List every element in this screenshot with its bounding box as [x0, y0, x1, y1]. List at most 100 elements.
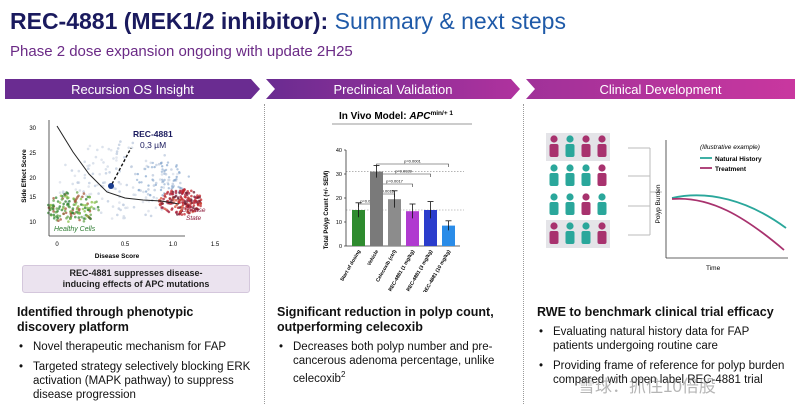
- scatter-point: [119, 182, 122, 186]
- scatter-point: [115, 159, 118, 162]
- scatter-point: [179, 181, 182, 185]
- person-icon: [582, 135, 590, 143]
- scatter-point: [93, 184, 97, 188]
- scatter-point: [52, 197, 55, 200]
- scatter-point: [192, 204, 196, 207]
- scatter-point: [126, 206, 129, 209]
- illustrative-label: (Illustrative example): [700, 144, 760, 151]
- scatter-point: [180, 209, 183, 212]
- scatter-point: [191, 206, 195, 209]
- scatter-point: [74, 188, 78, 191]
- scatter-point: [192, 201, 195, 205]
- page-subtitle: Phase 2 dose expansion ongoing with upda…: [10, 43, 353, 60]
- person-icon: [597, 202, 607, 215]
- scatter-point: [180, 213, 184, 216]
- scatter-point: [155, 163, 158, 167]
- scatter-point: [90, 205, 93, 209]
- scatter-point: [161, 202, 164, 205]
- scatter-point: [69, 217, 72, 220]
- scatter-point: [61, 190, 65, 193]
- phenotypic-scatter-plot: 30 25 20 15 10 0 0.5 1.0 1.5 Disease Sco…: [21, 120, 220, 260]
- person-icon: [566, 164, 574, 172]
- page-title: REC-4881 (MEK1/2 inhibitor): Summary & n…: [10, 8, 566, 35]
- scatter-point: [144, 175, 148, 178]
- scatter-point: [119, 208, 122, 212]
- scatter-point: [104, 172, 108, 175]
- heading-line: discovery platform: [17, 320, 129, 334]
- scatter-point: [147, 165, 150, 169]
- scatter-point: [154, 206, 158, 209]
- scatter-point: [198, 194, 202, 198]
- scatter-point: [134, 172, 137, 176]
- scatter-point: [161, 178, 164, 181]
- y-tick-label: 15: [29, 195, 36, 201]
- bar: [388, 199, 401, 246]
- scatter-point: [85, 203, 88, 207]
- scatter-point: [179, 190, 183, 193]
- scatter-point: [166, 209, 169, 213]
- person-icon: [598, 193, 606, 201]
- scatter-point: [110, 217, 114, 220]
- scatter-point: [172, 185, 175, 189]
- scatter-point: [88, 195, 91, 199]
- person-icon: [581, 202, 591, 215]
- scatter-point: [100, 197, 104, 200]
- section-header-clinical: Clinical Development: [526, 79, 795, 99]
- scatter-point: [63, 193, 66, 196]
- scatter-point: [144, 213, 147, 217]
- heading-line: Identified through phenotypic: [17, 305, 194, 319]
- scatter-point: [68, 200, 71, 203]
- bullet-item: Evaluating natural history data for FAP …: [537, 325, 787, 353]
- scatter-point: [96, 183, 99, 187]
- compound-pointer-line: [111, 147, 132, 185]
- person-icon: [550, 222, 558, 230]
- scatter-point: [151, 174, 155, 177]
- scatter-point: [175, 165, 178, 168]
- callout-line: inducing effects of APC mutations: [62, 279, 210, 289]
- scatter-point: [116, 147, 120, 150]
- treatment-trajectory-line: [56, 125, 180, 205]
- scatter-point: [175, 210, 178, 214]
- section-header-label: Preclinical Validation: [333, 81, 453, 97]
- polyp-count-bar-chart: In Vivo Model: APCmin/+ 1 p=0.006p=0.001…: [324, 110, 472, 292]
- section-heading-polyp: Significant reduction in polyp count, ou…: [277, 305, 494, 335]
- bar-y-tick-label: 0: [339, 244, 342, 250]
- scatter-point: [99, 211, 103, 214]
- scatter-point: [146, 192, 150, 196]
- treatment-curve: [671, 197, 785, 251]
- person-icon: [565, 202, 575, 215]
- scatter-point: [163, 169, 166, 172]
- bar-y-tick-label: 10: [336, 220, 342, 226]
- scatter-point: [160, 173, 164, 176]
- person-icon: [582, 222, 590, 230]
- scatter-point: [51, 208, 55, 211]
- rwe-bullet-list: Evaluating natural history data for FAP …: [537, 325, 787, 393]
- scatter-point: [149, 214, 153, 218]
- scatter-point: [79, 203, 83, 206]
- x-tick-label: 0: [55, 242, 59, 248]
- scatter-point: [74, 210, 78, 214]
- bullet-item: Decreases both polyp number and pre-canc…: [277, 340, 517, 386]
- scatter-point: [48, 208, 52, 212]
- scatter-point: [89, 217, 92, 221]
- scatter-point: [174, 198, 178, 202]
- scatter-point: [98, 172, 101, 176]
- scatter-point: [108, 171, 111, 174]
- scatter-point: [190, 189, 193, 193]
- scatter-point: [94, 155, 98, 159]
- p-value-label: p=0.0017: [386, 179, 404, 184]
- scatter-point: [117, 207, 121, 210]
- scatter-point: [86, 147, 90, 151]
- scatter-point: [111, 205, 115, 208]
- scatter-point: [136, 172, 139, 176]
- scatter-point: [83, 176, 86, 180]
- scatter-point: [64, 163, 67, 167]
- scatter-point: [122, 203, 125, 207]
- x-tick-label: 1.5: [211, 242, 220, 248]
- scatter-point: [144, 167, 147, 171]
- scatter-point: [79, 197, 83, 201]
- scatter-point: [70, 169, 74, 172]
- person-icon: [582, 164, 590, 172]
- person-icon: [566, 193, 574, 201]
- scatter-point: [135, 178, 139, 182]
